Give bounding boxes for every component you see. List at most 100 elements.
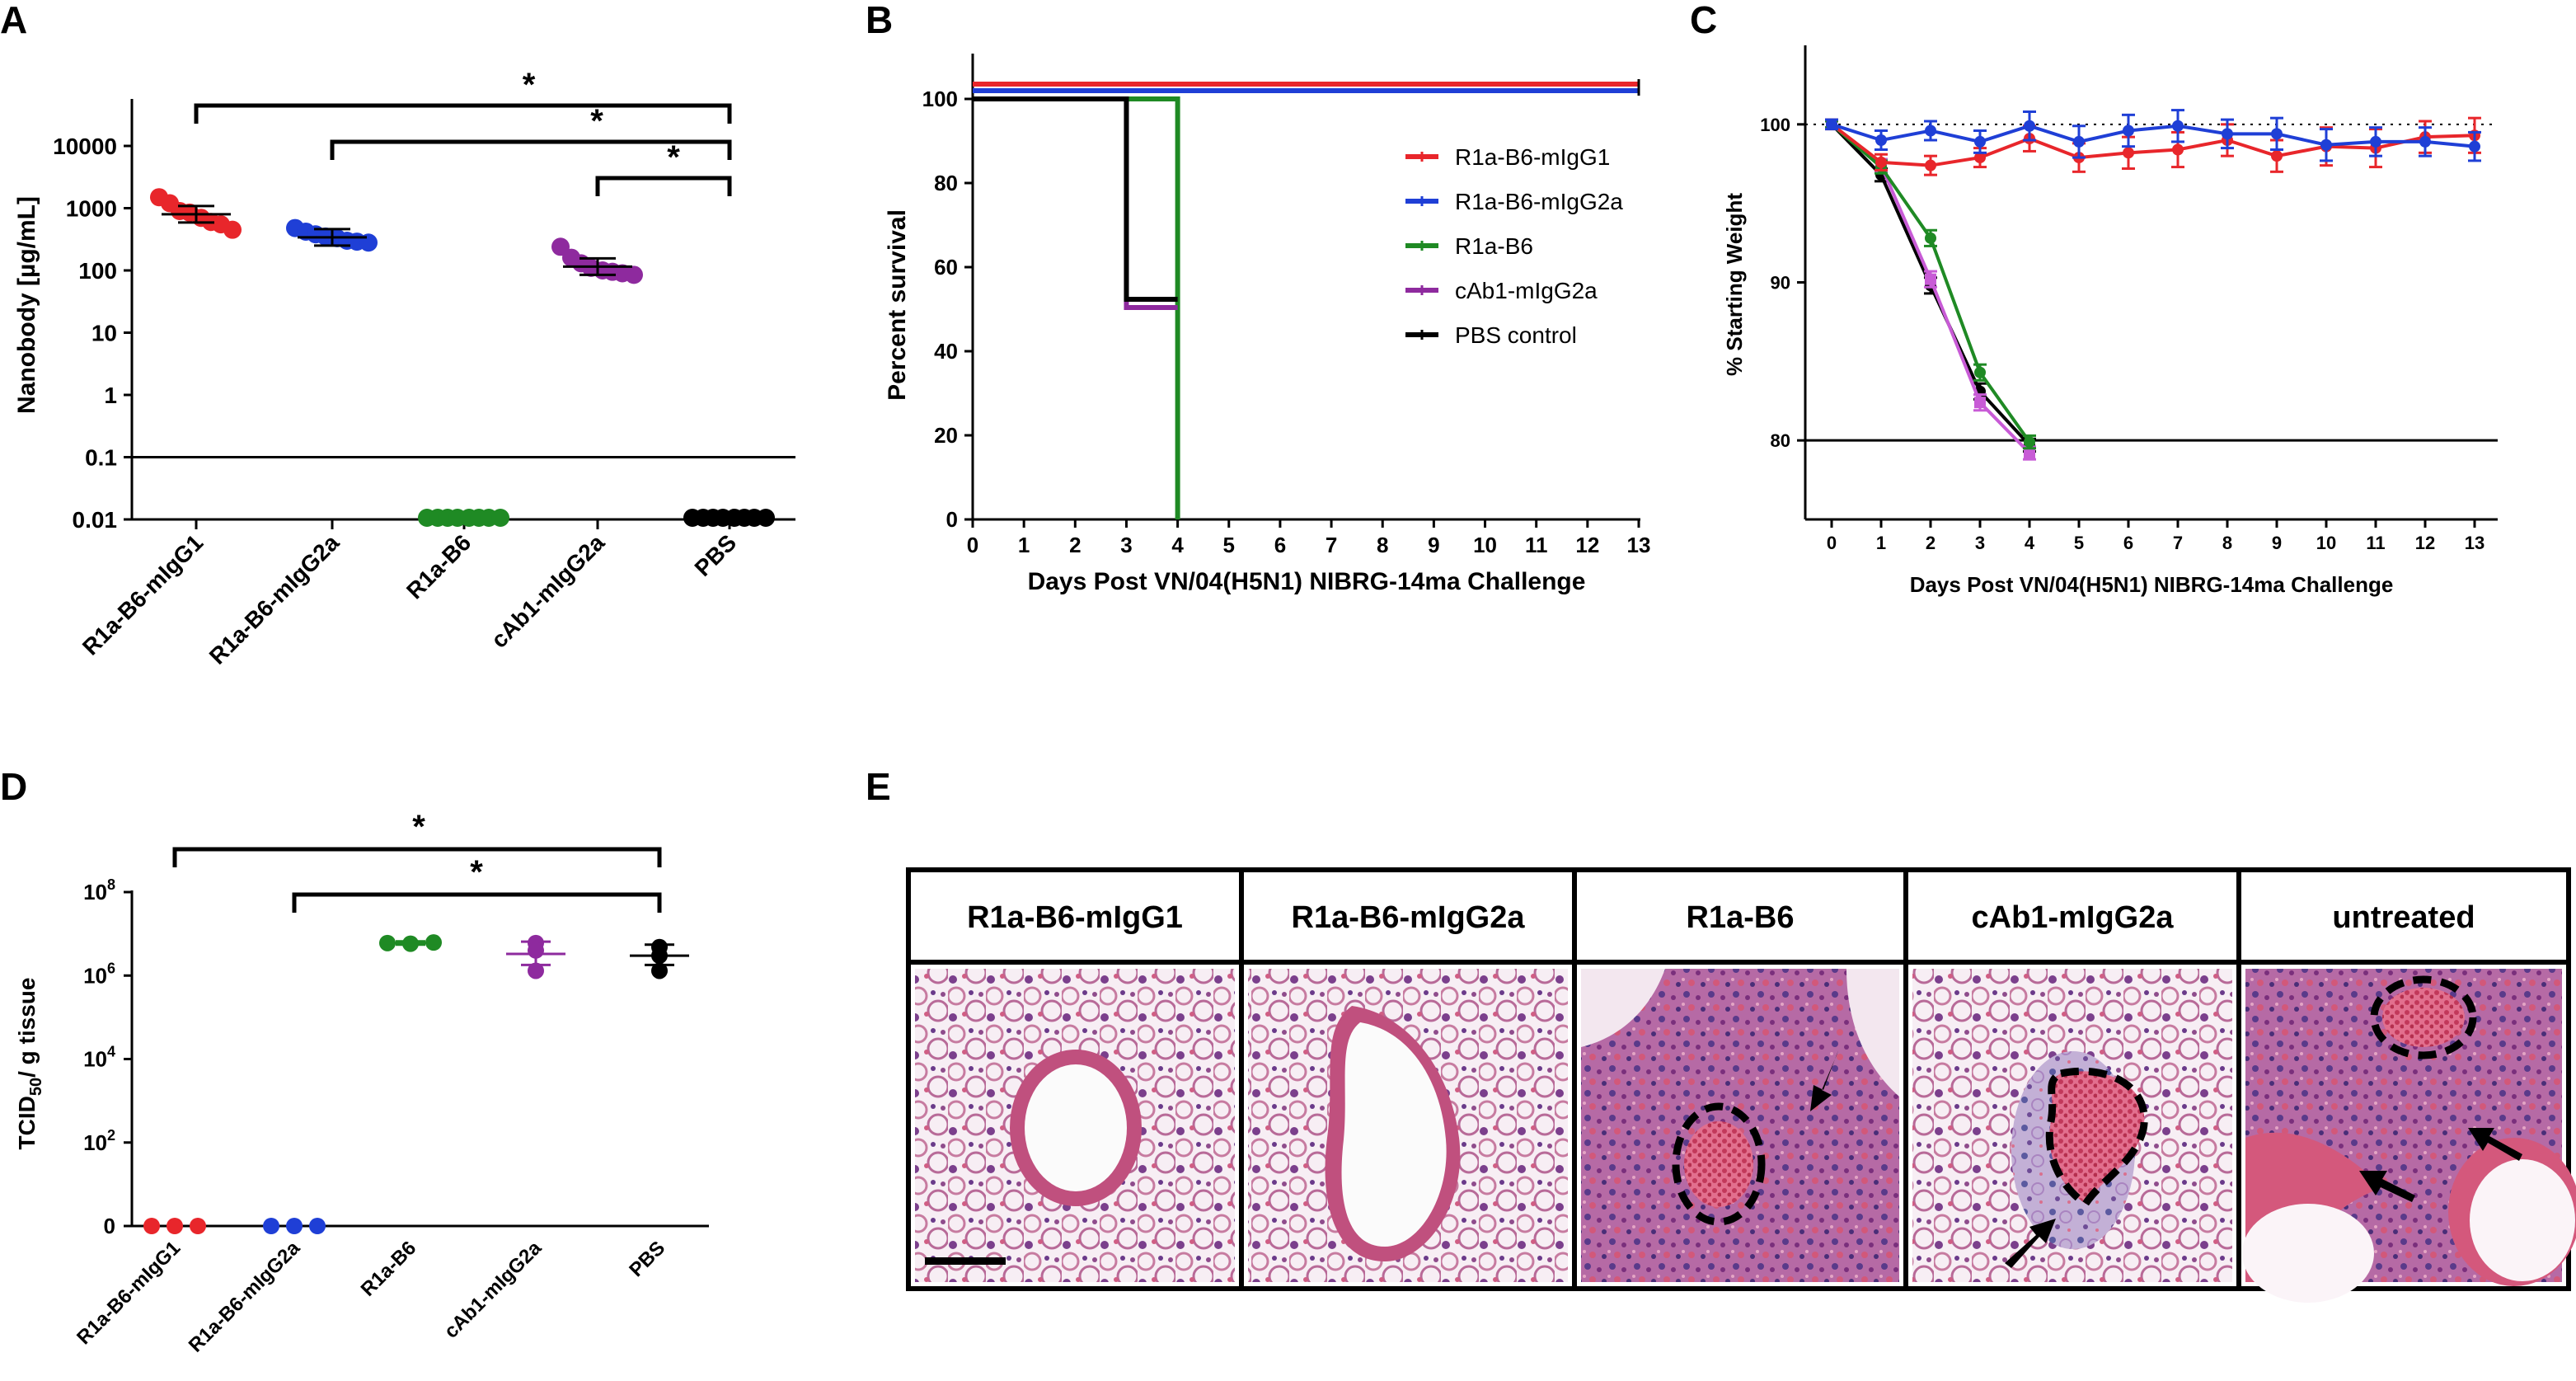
panel-label-b: B <box>866 0 893 41</box>
x-tick-label: R1a-B6 <box>357 1237 421 1301</box>
panel-b-chart: Percent survival Days Post VN/04(H5N1) N… <box>884 54 1650 595</box>
scale-bar <box>925 1257 1006 1265</box>
significance-label: * <box>590 103 603 139</box>
panel-label-d: D <box>0 765 27 808</box>
data-point <box>491 509 509 527</box>
histology-title-5: untreated <box>2332 900 2475 935</box>
x-tick-label: 13 <box>2465 533 2485 553</box>
x-tick-label: 11 <box>2366 533 2385 553</box>
data-point <box>1974 397 1986 409</box>
significance-label: * <box>412 809 425 845</box>
y-tick-label: 106 <box>83 960 115 988</box>
data-point <box>2172 120 2184 132</box>
y-tick-label: 1000 <box>66 196 117 222</box>
panel-d-ylabel-rest: / g tissue <box>14 978 40 1078</box>
data-point <box>1925 159 1936 171</box>
x-tick-label: 12 <box>2415 533 2435 553</box>
panel-label-c: C <box>1690 0 1717 41</box>
significance-bracket <box>194 103 732 124</box>
x-tick-label: PBS <box>690 529 742 581</box>
significance-bracket <box>330 139 732 160</box>
data-point <box>167 1218 183 1234</box>
data-point <box>2073 135 2085 148</box>
significance-bracket <box>595 176 732 196</box>
survival-line <box>973 96 1178 310</box>
x-tick-label: 1 <box>1876 533 1886 553</box>
data-point <box>1875 134 1887 146</box>
histology-title-3: R1a-B6 <box>1687 900 1795 935</box>
y-tick-exponent: 8 <box>107 876 115 893</box>
x-tick-label: 8 <box>2222 533 2232 553</box>
panel-a-ylabel: Nanobody [µg/mL] <box>13 196 40 414</box>
histology-image-3 <box>1581 969 1899 1282</box>
panel-label-a: A <box>0 0 27 41</box>
data-point <box>2123 147 2134 159</box>
y-tick-label: 104 <box>83 1044 115 1072</box>
histology-image-2 <box>1248 969 1568 1282</box>
y-tick-exponent: 6 <box>107 960 115 976</box>
panel-b-ylabel: Percent survival <box>884 209 911 401</box>
x-tick-label: R1a-B6-mIgG2a <box>185 1237 305 1357</box>
x-tick-label: 0 <box>1827 533 1837 553</box>
y-tick-exponent: 4 <box>107 1044 115 1060</box>
x-tick-label: R1a-B6-mIgG1 <box>77 529 208 660</box>
y-tick-base: 10 <box>83 963 107 988</box>
histology-image-4 <box>1912 969 2232 1282</box>
panel-c-ylabel: % Starting Weight <box>1722 193 1747 376</box>
x-tick-label: cAb1-mIgG2a <box>486 529 610 653</box>
x-tick-label: 7 <box>1326 533 1337 557</box>
y-tick-base: 10 <box>83 1047 107 1072</box>
histology-image-1 <box>915 969 1235 1282</box>
x-tick-label: 9 <box>2272 533 2282 553</box>
legend-label: R1a-B6-mIgG1 <box>1455 144 1610 170</box>
data-point <box>2123 124 2134 137</box>
x-tick-label: 6 <box>1274 533 1286 557</box>
y-tick-label: 10000 <box>53 134 117 159</box>
data-point <box>2320 139 2332 151</box>
y-tick-label: 40 <box>934 339 958 364</box>
panel-label-e: E <box>866 765 891 808</box>
y-tick-label: 0 <box>946 507 958 532</box>
x-tick-label: R1a-B6-mIgG2a <box>204 529 345 669</box>
panel-d-ylabel-main: TCID <box>14 1096 40 1149</box>
y-tick-label: 80 <box>934 171 958 195</box>
legend-label: R1a-B6-mIgG2a <box>1455 189 1623 214</box>
arrow-icon <box>2005 1219 2056 1268</box>
y-tick-base: 10 <box>83 880 107 904</box>
x-tick-label: 11 <box>1525 533 1548 557</box>
x-tick-label: 12 <box>1575 533 1599 557</box>
legend-label: R1a-B6 <box>1455 233 1533 259</box>
y-tick-label: 80 <box>1771 430 1790 451</box>
data-point <box>309 1218 326 1234</box>
data-point <box>223 220 242 239</box>
data-point <box>2469 140 2480 153</box>
y-tick-label: 100 <box>922 87 958 111</box>
y-tick-label: 0 <box>104 1214 115 1238</box>
data-point <box>1826 118 1837 130</box>
x-tick-label: R1a-B6-mIgG1 <box>73 1237 185 1349</box>
histology-title-4: cAb1-mIgG2a <box>1972 900 2175 935</box>
data-point <box>625 265 643 284</box>
histology-title-1: R1a-B6-mIgG1 <box>967 900 1183 935</box>
significance-label: * <box>470 854 483 890</box>
x-tick-label: 7 <box>2173 533 2183 553</box>
data-point <box>2419 135 2431 148</box>
data-point <box>1925 273 1936 285</box>
data-point <box>2024 447 2035 459</box>
data-point <box>2271 128 2283 140</box>
y-tick-base: 0 <box>104 1214 115 1238</box>
x-tick-label: PBS <box>625 1237 669 1281</box>
data-point <box>2222 128 2233 140</box>
legend-label: PBS control <box>1455 322 1577 348</box>
y-tick-label: 108 <box>83 876 115 904</box>
survival-line <box>973 96 1178 302</box>
x-tick-label: 4 <box>2025 533 2035 553</box>
data-point <box>263 1218 279 1234</box>
x-tick-label: 0 <box>967 533 978 557</box>
x-tick-label: R1a-B6 <box>401 529 476 604</box>
significance-bracket <box>172 847 662 867</box>
x-tick-label: 9 <box>1428 533 1439 557</box>
y-tick-label: 100 <box>78 258 117 284</box>
